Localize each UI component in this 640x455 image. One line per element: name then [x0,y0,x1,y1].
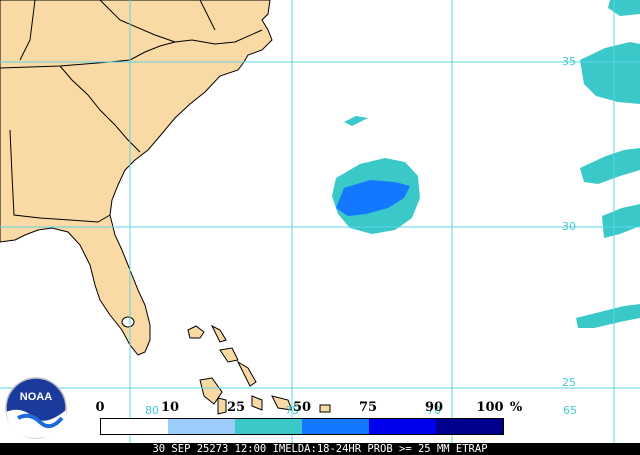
us-land [0,0,273,356]
legend-tick-100: 100 [476,400,504,415]
logo-gull [17,413,64,429]
probability-areas [332,0,640,328]
prob-area-ne [580,42,640,104]
lat-label-30: 30 [562,220,576,233]
lon-label-75: 75 [285,404,299,417]
map-canvas [0,0,640,443]
lat-lon-grid [0,0,640,443]
state-boundaries [0,0,263,223]
legend-swatch-90-100 [436,419,503,434]
prob-area-e1 [580,148,640,184]
noaa-logo: NOAA [5,377,67,439]
legend-color-bar [100,418,504,435]
prob-area-ne-top [608,0,640,16]
legend-tick-50: 50 [292,400,312,415]
lon-label-80: 80 [145,404,159,417]
prob-area-50-75 [336,180,410,216]
bahamas-islands [187,324,331,415]
logo-text: NOAA [20,391,52,403]
legend-swatch-10-25 [168,419,235,434]
legend-tick-75: 75 [358,400,378,415]
lat-label-25: 25 [562,376,576,389]
legend-swatch-50-75 [302,419,369,434]
lon-label-70: 70 [427,404,441,417]
legend-tick-25: 25 [226,400,246,415]
legend-tick-0: 0 [95,400,105,415]
prob-area-se [576,304,640,328]
legend-swatch-75-90 [369,419,436,434]
legend-tick-90: 90 [424,400,444,415]
prob-area-small [344,116,368,126]
lake-okeechobee [121,316,135,328]
legend-swatch-0-10 [101,419,168,434]
legend-unit: % [509,400,523,415]
prob-area-e2 [602,204,640,238]
legend-ticks: 0 10 25 50 75 90 100 % [90,400,530,416]
legend-swatch-25-50 [235,419,302,434]
status-bar: 30 SEP 25273 12:00 IMELDA:18-24HR PROB >… [0,443,640,455]
lat-label-35: 35 [562,55,576,68]
lon-label-65: 65 [563,404,577,417]
legend-tick-10: 10 [160,400,180,415]
